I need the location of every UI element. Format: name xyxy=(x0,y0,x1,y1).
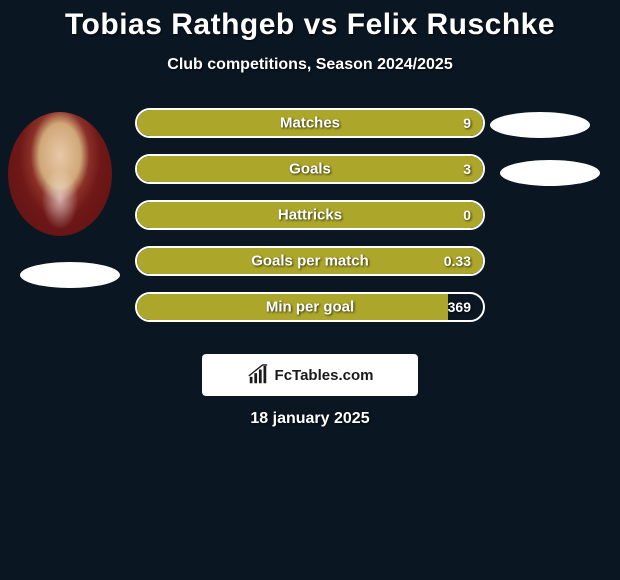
player-left-avatar xyxy=(8,112,112,236)
stat-bar-fill xyxy=(137,156,483,182)
stat-bars: Matches9 Goals3 Hattricks0 Goals per match0… xyxy=(135,108,485,338)
date-label: 18 january 2025 xyxy=(0,410,620,428)
stat-bar: Hattricks0 xyxy=(135,200,485,230)
stat-bar-value: 369 xyxy=(448,299,471,315)
player-right-placeholder-2 xyxy=(500,160,600,186)
stat-bar: Min per goal369 xyxy=(135,292,485,322)
stat-bar-fill xyxy=(137,294,448,320)
attribution-text: FcTables.com xyxy=(275,367,374,384)
stat-bar-fill xyxy=(137,110,483,136)
stat-bar: Goals3 xyxy=(135,154,485,184)
player-left-placeholder xyxy=(20,262,120,288)
stat-bar-fill xyxy=(137,202,483,228)
stat-bar: Goals per match0.33 xyxy=(135,246,485,276)
page-title: Tobias Rathgeb vs Felix Ruschke xyxy=(0,0,620,42)
stat-bar: Matches9 xyxy=(135,108,485,138)
stat-bar-fill xyxy=(137,248,483,274)
attribution-badge: FcTables.com xyxy=(202,354,418,396)
player-right-placeholder-1 xyxy=(490,112,590,138)
subtitle: Club competitions, Season 2024/2025 xyxy=(0,56,620,74)
chart-icon xyxy=(247,364,269,386)
